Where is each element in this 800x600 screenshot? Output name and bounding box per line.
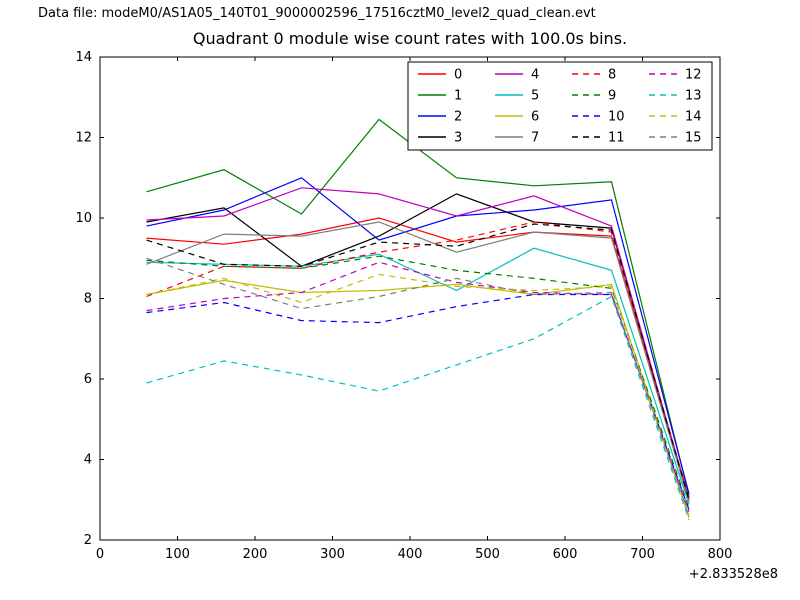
legend-label-4: 4 [531,68,539,83]
series-line-7 [146,221,690,502]
y-tick-label: 10 [75,211,92,226]
legend-box [407,61,713,151]
y-tick-label: 4 [84,453,92,468]
series-line-10 [146,293,690,511]
x-tick-label: 0 [96,547,104,562]
legend-label-7: 7 [531,131,539,146]
series-line-2 [146,177,690,494]
legend-label-3: 3 [454,131,462,146]
legend-label-1: 1 [454,89,462,104]
legend-label-11: 11 [608,131,625,146]
legend-label-0: 0 [454,68,462,83]
legend-label-14: 14 [685,110,702,125]
legend-label-6: 6 [531,110,539,125]
series-line-13 [146,295,690,521]
series-line-5 [146,247,690,504]
y-tick-label: 2 [84,533,92,548]
x-tick-label: 700 [630,547,655,562]
x-tick-label: 100 [165,547,190,562]
series-line-4 [146,187,690,500]
x-tick-label: 300 [320,547,345,562]
series-line-6 [146,279,690,517]
legend-label-13: 13 [685,89,702,104]
legend-label-2: 2 [454,110,462,125]
series-line-8 [146,221,690,498]
series-line-15 [146,257,690,517]
x-tick-label: 500 [475,547,500,562]
legend-label-8: 8 [608,68,616,83]
y-tick-label: 8 [84,292,92,307]
legend-label-5: 5 [531,89,539,104]
chart-title: Quadrant 0 module wise count rates with … [192,29,628,48]
legend-label-15: 15 [685,131,702,146]
y-tick-label: 12 [75,131,92,146]
series-line-1 [146,118,690,496]
legend-label-12: 12 [685,68,702,83]
series-line-14 [146,273,690,519]
data-file-label: Data file: modeM0/AS1A05_140T01_90000025… [38,6,596,21]
x-axis-offset-label: +2.833528e8 [689,567,778,582]
series-line-11 [146,223,690,500]
series-line-12 [146,261,690,513]
y-tick-label: 14 [75,50,92,65]
x-tick-label: 200 [243,547,268,562]
x-tick-label: 800 [708,547,733,562]
x-tick-label: 600 [553,547,578,562]
series-line-0 [146,217,690,498]
y-tick-label: 6 [84,372,92,387]
series-line-3 [146,193,690,500]
legend-label-9: 9 [608,89,616,104]
x-tick-label: 400 [398,547,423,562]
legend-label-10: 10 [608,110,625,125]
